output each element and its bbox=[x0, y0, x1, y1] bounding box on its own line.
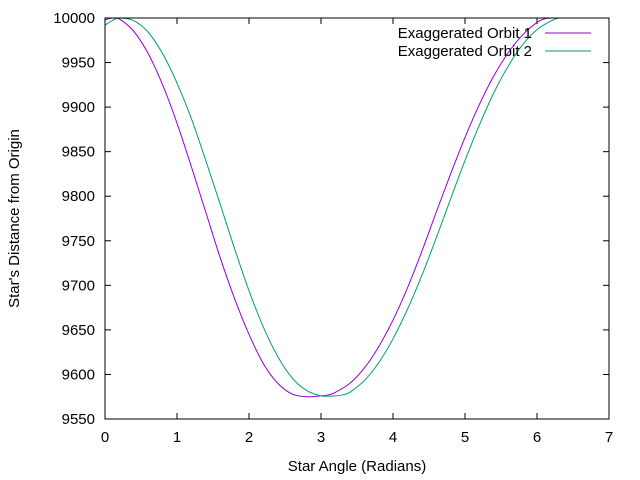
y-tick-label: 9850 bbox=[62, 144, 95, 161]
y-axis-ticks: 9550 9600 9650 9700 9750 9800 9850 9900 9950 1000… bbox=[53, 10, 609, 428]
y-axis-title: Star's Distance from Origin bbox=[6, 129, 23, 308]
x-axis-title: Star Angle (Radians) bbox=[288, 458, 426, 475]
series-line-orbit-2 bbox=[105, 18, 563, 397]
legend-label-orbit-2: Exaggerated Orbit 2 bbox=[398, 43, 532, 60]
y-tick-label: 9650 bbox=[62, 322, 95, 339]
y-tick-label: 9950 bbox=[62, 55, 95, 72]
y-tick-label: 9750 bbox=[62, 233, 95, 250]
y-tick-label: 10000 bbox=[53, 10, 95, 27]
x-tick-label: 3 bbox=[317, 429, 325, 446]
y-tick-label: 9550 bbox=[62, 411, 95, 428]
x-tick-label: 2 bbox=[245, 429, 253, 446]
series-line-orbit-1 bbox=[105, 18, 559, 398]
x-tick-label: 6 bbox=[533, 429, 541, 446]
x-tick-label: 4 bbox=[389, 429, 397, 446]
legend-label-orbit-1: Exaggerated Orbit 1 bbox=[398, 25, 532, 42]
plot-frame bbox=[104, 17, 610, 420]
y-tick-label: 9800 bbox=[62, 188, 95, 205]
x-tick-label: 5 bbox=[461, 429, 469, 446]
x-tick-label: 7 bbox=[605, 429, 613, 446]
x-tick-label: 0 bbox=[101, 429, 109, 446]
y-tick-label: 9700 bbox=[62, 277, 95, 294]
y-tick-label: 9900 bbox=[62, 99, 95, 116]
x-tick-label: 1 bbox=[173, 429, 181, 446]
y-tick-label: 9600 bbox=[62, 366, 95, 383]
x-axis-ticks: 0 1 2 3 4 5 6 7 bbox=[101, 18, 613, 446]
series-layer bbox=[105, 18, 563, 398]
